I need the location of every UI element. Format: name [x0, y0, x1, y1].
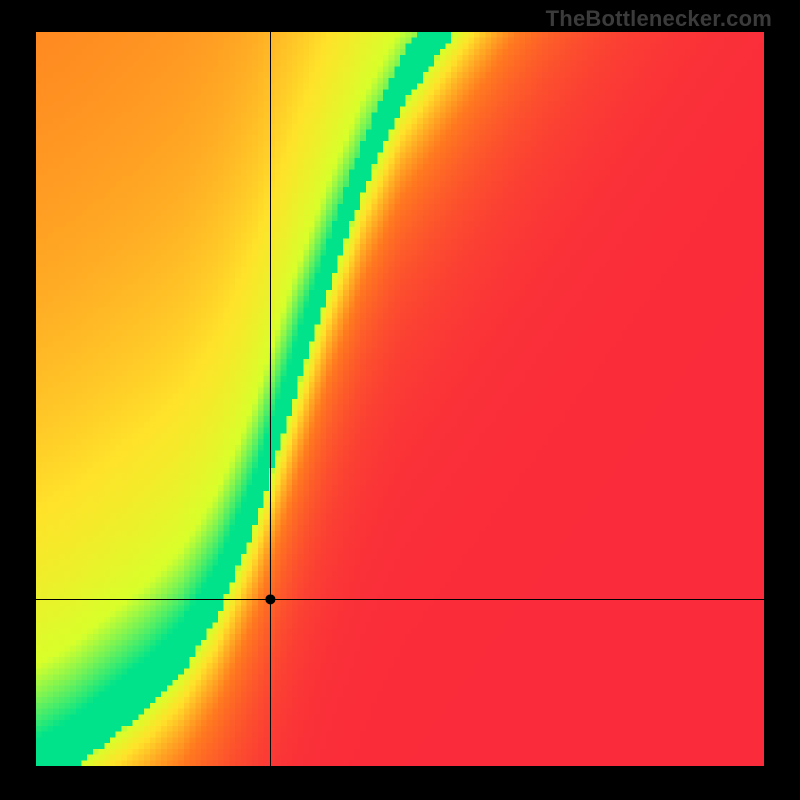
- chart-container: TheBottlenecker.com: [0, 0, 800, 800]
- crosshair-overlay: [0, 0, 800, 800]
- watermark-text: TheBottlenecker.com: [546, 6, 772, 32]
